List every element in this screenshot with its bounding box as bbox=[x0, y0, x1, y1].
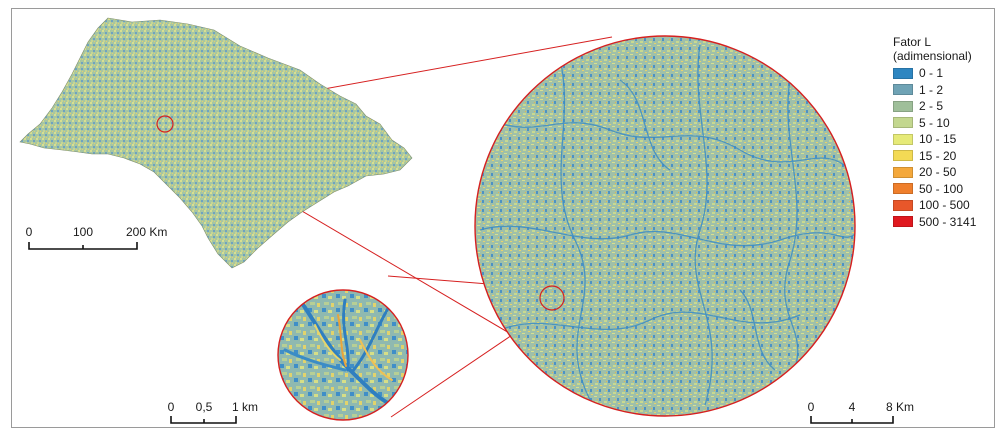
small-zoom-circle bbox=[278, 290, 408, 420]
large-zoom-focus-circle bbox=[539, 285, 565, 311]
scalebar-large-tick-1: 4 bbox=[849, 400, 856, 414]
legend-swatch bbox=[893, 216, 913, 228]
legend-item: 10 - 15 bbox=[893, 131, 976, 148]
legend-item: 15 - 20 bbox=[893, 148, 976, 165]
legend-label: 2 - 5 bbox=[919, 99, 944, 114]
legend-item: 20 - 50 bbox=[893, 164, 976, 181]
scalebar-small-tick-0: 0 bbox=[168, 400, 175, 414]
legend-item: 5 - 10 bbox=[893, 115, 976, 132]
legend-item: 500 - 3141 bbox=[893, 214, 976, 231]
legend-item: 0 - 1 bbox=[893, 65, 976, 82]
scalebar-state-tick-2: 200 Km bbox=[126, 225, 167, 239]
figure-border bbox=[11, 8, 995, 428]
legend-item: 100 - 500 bbox=[893, 197, 976, 214]
legend-swatch bbox=[893, 100, 913, 112]
legend-label: 5 - 10 bbox=[919, 115, 950, 130]
legend-swatch bbox=[893, 183, 913, 195]
legend-swatch bbox=[893, 199, 913, 211]
legend-label: 10 - 15 bbox=[919, 132, 957, 147]
legend-label: 0 - 1 bbox=[919, 66, 944, 81]
large-zoom-circle bbox=[475, 36, 855, 416]
legend-label: 100 - 500 bbox=[919, 198, 970, 213]
legend-item: 1 - 2 bbox=[893, 82, 976, 99]
small-zoom-border bbox=[277, 289, 409, 421]
legend-item: 2 - 5 bbox=[893, 98, 976, 115]
state-map-shape bbox=[19, 17, 413, 269]
scalebar-small-tick-1: 0,5 bbox=[196, 400, 213, 414]
state-focus-circle bbox=[156, 115, 174, 133]
scalebar-state-tick-1: 100 bbox=[73, 225, 93, 239]
scalebar-state bbox=[28, 242, 138, 250]
legend-swatch bbox=[893, 166, 913, 178]
legend-subtitle: (adimensional) bbox=[893, 49, 972, 63]
legend-swatch bbox=[893, 133, 913, 145]
legend-item: 50 - 100 bbox=[893, 181, 976, 198]
scalebar-state-tick-0: 0 bbox=[26, 225, 33, 239]
legend-label: 50 - 100 bbox=[919, 181, 964, 196]
legend-swatch bbox=[893, 84, 913, 96]
legend-label: 1 - 2 bbox=[919, 82, 944, 97]
legend-swatch bbox=[893, 117, 913, 129]
legend-label: 20 - 50 bbox=[919, 165, 957, 180]
scalebar-small-tick-2: 1 km bbox=[232, 400, 258, 414]
legend-label: 500 - 3141 bbox=[919, 214, 977, 229]
scalebar-large-tick-0: 0 bbox=[808, 400, 815, 414]
legend-swatch bbox=[893, 67, 913, 79]
scalebar-large-tick-2: 8 Km bbox=[886, 400, 914, 414]
legend-swatch bbox=[893, 150, 913, 162]
scalebar-large-zoom bbox=[810, 416, 894, 424]
scalebar-small-zoom bbox=[170, 416, 237, 424]
legend-title: Fator L bbox=[893, 35, 932, 49]
legend-label: 15 - 20 bbox=[919, 148, 957, 163]
large-zoom-border bbox=[474, 35, 856, 417]
